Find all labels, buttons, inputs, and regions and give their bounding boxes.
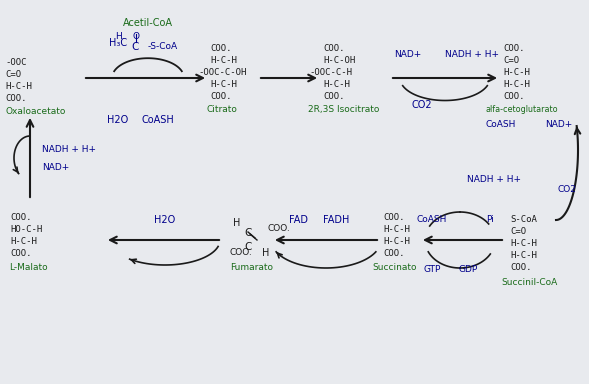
Text: COO.: COO.: [267, 224, 290, 233]
Text: COO.: COO.: [510, 263, 531, 272]
Text: COO.: COO.: [210, 92, 231, 101]
Text: H-C-H: H-C-H: [383, 225, 410, 234]
Text: H-C-H: H-C-H: [210, 80, 237, 89]
Text: NADH + H+: NADH + H+: [42, 145, 96, 154]
Text: COO.: COO.: [323, 92, 345, 101]
Text: NAD+: NAD+: [545, 120, 573, 129]
Text: -OOC: -OOC: [5, 58, 27, 67]
Text: C: C: [244, 242, 252, 252]
Text: H-C-H: H-C-H: [503, 68, 530, 77]
Text: Succinil-CoA: Succinil-CoA: [502, 278, 558, 287]
Text: NAD+: NAD+: [395, 50, 422, 59]
Text: H2O: H2O: [107, 115, 128, 125]
Text: H: H: [262, 248, 269, 258]
Text: CoASH: CoASH: [417, 215, 447, 224]
Text: COO.: COO.: [230, 248, 253, 257]
Text: 2R,3S Isocitrato: 2R,3S Isocitrato: [308, 105, 380, 114]
Text: NADH + H+: NADH + H+: [467, 175, 521, 184]
Text: -OOC-C-H: -OOC-C-H: [309, 68, 352, 77]
Text: COO.: COO.: [10, 249, 31, 258]
Text: H: H: [115, 32, 122, 41]
Text: NAD+: NAD+: [42, 163, 70, 172]
Text: FADH: FADH: [323, 215, 349, 225]
Text: H-C-OH: H-C-OH: [323, 56, 355, 65]
Text: H-C-H: H-C-H: [510, 251, 537, 260]
Text: COO.: COO.: [503, 44, 524, 53]
Text: C=O: C=O: [5, 70, 21, 79]
Text: Fumarato: Fumarato: [230, 263, 273, 272]
Text: -OOC-C-OH: -OOC-C-OH: [198, 68, 246, 77]
Text: COO.: COO.: [503, 92, 524, 101]
Text: Oxaloacetato: Oxaloacetato: [5, 107, 65, 116]
Text: C=O: C=O: [503, 56, 519, 65]
Text: H-C-H: H-C-H: [323, 80, 350, 89]
Text: FAD: FAD: [289, 215, 307, 225]
Text: Citrato: Citrato: [207, 105, 237, 114]
Text: COO.: COO.: [383, 249, 405, 258]
Text: COO.: COO.: [323, 44, 345, 53]
Text: L-Malato: L-Malato: [9, 263, 47, 272]
Text: Succinato: Succinato: [373, 263, 417, 272]
Text: H-C-H: H-C-H: [10, 237, 37, 246]
Text: CoASH: CoASH: [485, 120, 515, 129]
Text: COO.: COO.: [10, 213, 31, 222]
Text: H-C-H: H-C-H: [510, 239, 537, 248]
Text: GTP: GTP: [423, 265, 441, 274]
Text: Acetil-CoA: Acetil-CoA: [123, 18, 173, 28]
Text: alfa-cetoglutarato: alfa-cetoglutarato: [486, 105, 558, 114]
Text: H-C-H: H-C-H: [5, 82, 32, 91]
Text: C: C: [131, 42, 138, 52]
Text: H₃C: H₃C: [109, 38, 127, 48]
Text: C=O: C=O: [510, 227, 526, 236]
Text: NADH + H+: NADH + H+: [445, 50, 499, 59]
Text: CO2: CO2: [558, 185, 577, 194]
Text: CO2: CO2: [412, 100, 432, 110]
Text: COO.: COO.: [383, 213, 405, 222]
Text: C: C: [244, 228, 252, 238]
Text: Pi: Pi: [486, 215, 494, 224]
Text: GDP: GDP: [458, 265, 478, 274]
Text: COO.: COO.: [210, 44, 231, 53]
Text: S-CoA: S-CoA: [510, 215, 537, 224]
Text: H-C-H: H-C-H: [503, 80, 530, 89]
Text: -S-CoA: -S-CoA: [148, 42, 178, 51]
Text: H-C-H: H-C-H: [210, 56, 237, 65]
Text: H-C-H: H-C-H: [383, 237, 410, 246]
Text: COO.: COO.: [5, 94, 27, 103]
Text: H2O: H2O: [154, 215, 176, 225]
Text: CoASH: CoASH: [141, 115, 174, 125]
Text: HO-C-H: HO-C-H: [10, 225, 42, 234]
Text: H: H: [233, 218, 241, 228]
Text: O: O: [133, 32, 140, 41]
